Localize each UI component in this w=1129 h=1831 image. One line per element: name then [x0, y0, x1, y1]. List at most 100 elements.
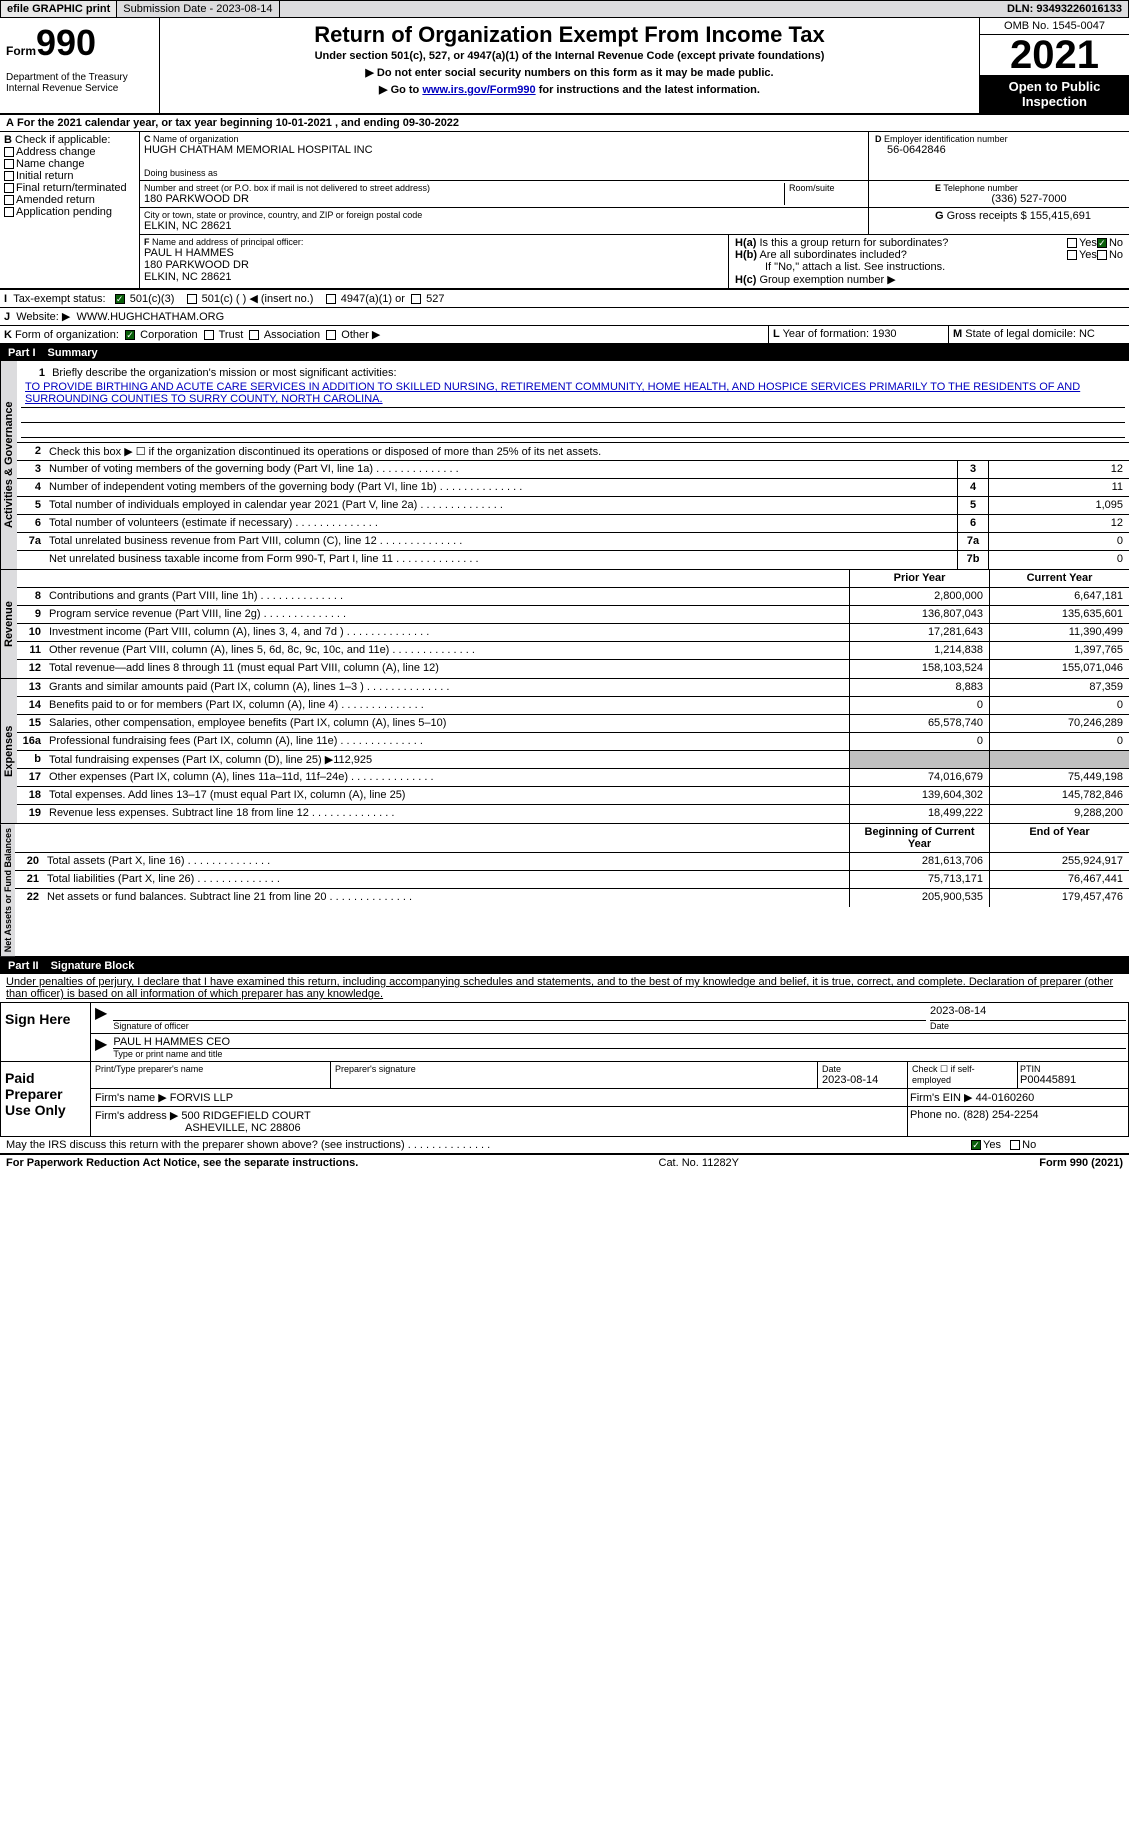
firm-addr1: 500 RIDGEFIELD COURT	[181, 1110, 310, 1122]
l1-label: Briefly describe the organization's miss…	[52, 367, 396, 379]
officer-name: PAUL H HAMMES	[144, 247, 724, 259]
tax-year: 2021	[980, 35, 1129, 75]
year-formation-label: Year of formation:	[783, 328, 869, 340]
discuss-yes[interactable]: ✓	[971, 1140, 981, 1150]
check-applicable-label: Check if applicable:	[15, 134, 110, 146]
col-eoy: End of Year	[989, 824, 1129, 852]
check-4947[interactable]	[326, 294, 336, 304]
officer-city: ELKIN, NC 28621	[144, 271, 724, 283]
form-org-label: Form of organization:	[15, 329, 119, 341]
check-corp[interactable]: ✓	[125, 330, 135, 340]
city: ELKIN, NC 28621	[144, 220, 864, 232]
check-amended[interactable]	[4, 195, 14, 205]
street: 180 PARKWOOD DR	[144, 193, 784, 205]
form-subtitle: Under section 501(c), 527, or 4947(a)(1)…	[168, 50, 971, 62]
website: WWW.HUGHCHATHAM.ORG	[76, 311, 224, 323]
firm-addr2: ASHEVILLE, NC 28806	[95, 1122, 903, 1134]
form-header: Form990 Department of the Treasury Inter…	[0, 18, 1129, 115]
sig-officer-label: Signature of officer	[113, 1021, 926, 1031]
part2-header: Part II Signature Block	[0, 958, 1129, 974]
instruct-ssn: ▶ Do not enter social security numbers o…	[168, 66, 971, 79]
form-footer: Form 990 (2021)	[1039, 1157, 1123, 1169]
check-trust[interactable]	[204, 330, 214, 340]
check-527[interactable]	[411, 294, 421, 304]
year-formation: 1930	[872, 328, 896, 340]
l7a: Total unrelated business revenue from Pa…	[45, 533, 957, 550]
l7b: Net unrelated business taxable income fr…	[45, 551, 957, 569]
l4: Number of independent voting members of …	[45, 479, 957, 496]
instruct-link-pre: ▶ Go to	[379, 84, 422, 96]
dept-treasury: Department of the Treasury Internal Reve…	[6, 72, 153, 94]
form-title: Return of Organization Exempt From Incom…	[168, 22, 971, 48]
discuss-no[interactable]	[1010, 1140, 1020, 1150]
arrow-icon: ▶	[91, 1003, 111, 1033]
check-501c[interactable]	[187, 294, 197, 304]
prep-date-label: Date	[822, 1064, 903, 1074]
firm-phone-label: Phone no.	[910, 1109, 960, 1121]
l5: Total number of individuals employed in …	[45, 497, 957, 514]
ptin-label: PTIN	[1020, 1064, 1126, 1074]
v4: 11	[989, 479, 1129, 496]
name-title-label: Type or print name and title	[113, 1049, 1126, 1059]
check-other[interactable]	[326, 330, 336, 340]
check-initial-return[interactable]	[4, 171, 14, 181]
state-domicile-label: State of legal domicile:	[965, 328, 1076, 340]
dln: DLN: 93493226016133	[1001, 1, 1128, 17]
sec-activities-gov: Activities & Governance	[0, 361, 17, 569]
ein: 56-0642846	[875, 144, 1123, 156]
form-word: Form	[6, 44, 36, 58]
sign-here-label: Sign Here	[1, 1003, 91, 1061]
officer-label: Name and address of principal officer:	[152, 237, 303, 247]
website-label: Website: ▶	[16, 311, 70, 323]
sec-revenue: Revenue	[0, 570, 17, 678]
hb-label: Are all subordinates included?	[759, 249, 906, 261]
firm-addr-label: Firm's address ▶	[95, 1110, 178, 1122]
perjury-decl: Under penalties of perjury, I declare th…	[0, 974, 1129, 1002]
check-final-return[interactable]	[4, 183, 14, 193]
hb-no[interactable]	[1097, 250, 1107, 260]
v5: 1,095	[989, 497, 1129, 514]
street-label: Number and street (or P.O. box if mail i…	[144, 183, 784, 193]
col-current: Current Year	[989, 570, 1129, 587]
org-name-label: Name of organization	[153, 134, 239, 144]
sec-net-assets: Net Assets or Fund Balances	[0, 824, 15, 956]
check-501c3[interactable]: ✓	[115, 294, 125, 304]
officer-name-title: PAUL H HAMMES CEO	[113, 1036, 1126, 1049]
tax-status-label: Tax-exempt status:	[13, 293, 105, 305]
city-label: City or town, state or province, country…	[144, 210, 864, 220]
l2: Check this box ▶ ☐ if the organization d…	[45, 443, 1129, 460]
org-name: HUGH CHATHAM MEMORIAL HOSPITAL INC	[144, 144, 864, 156]
open-public: Open to Public Inspection	[980, 75, 1129, 113]
form-number: 990	[36, 22, 96, 63]
hb-yes[interactable]	[1067, 250, 1077, 260]
line-a: A For the 2021 calendar year, or tax yea…	[0, 115, 1129, 132]
sec-expenses: Expenses	[0, 679, 17, 823]
room-label: Room/suite	[789, 183, 864, 193]
firm-name-label: Firm's name ▶	[95, 1092, 167, 1104]
paid-preparer-label: Paid Preparer Use Only	[1, 1062, 91, 1136]
ha-yes[interactable]	[1067, 238, 1077, 248]
ptin: P00445891	[1020, 1074, 1126, 1086]
irs-link[interactable]: www.irs.gov/Form990	[422, 84, 535, 96]
check-assoc[interactable]	[249, 330, 259, 340]
phone: (336) 527-7000	[935, 193, 1123, 205]
part1-header: Part I Summary	[0, 345, 1129, 361]
l3: Number of voting members of the governin…	[45, 461, 957, 478]
instruct-link-post: for instructions and the latest informat…	[536, 84, 760, 96]
paperwork-notice: For Paperwork Reduction Act Notice, see …	[6, 1157, 358, 1169]
self-emp-label: Check ☐ if self-employed	[912, 1064, 1013, 1085]
v7b: 0	[989, 551, 1129, 569]
ha-no[interactable]: ✓	[1097, 238, 1107, 248]
firm-ein-label: Firm's EIN ▶	[910, 1092, 973, 1104]
col-prior: Prior Year	[849, 570, 989, 587]
hb-note: If "No," attach a list. See instructions…	[735, 261, 1123, 273]
check-name-change[interactable]	[4, 159, 14, 169]
efile-print-button[interactable]: efile GRAPHIC print	[1, 1, 117, 17]
check-app-pending[interactable]	[4, 207, 14, 217]
firm-name: FORVIS LLP	[170, 1092, 233, 1104]
prep-name-label: Print/Type preparer's name	[95, 1064, 326, 1074]
check-address-change[interactable]	[4, 147, 14, 157]
v7a: 0	[989, 533, 1129, 550]
discuss-label: May the IRS discuss this return with the…	[6, 1139, 405, 1151]
sig-date-label: Date	[930, 1021, 1126, 1031]
